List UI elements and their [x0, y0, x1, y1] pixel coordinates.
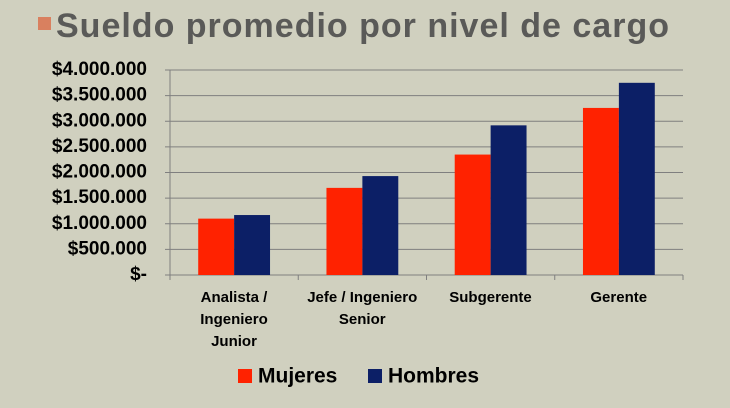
y-tick-label: $500.000 — [68, 238, 147, 259]
legend-swatch — [238, 369, 252, 383]
x-tick-label: Subgerente — [449, 289, 532, 306]
y-tick-label: $4.000.000 — [52, 59, 147, 80]
bar — [362, 176, 399, 275]
title-bullet — [38, 17, 51, 30]
bar — [490, 125, 527, 275]
bar — [326, 187, 363, 275]
y-tick-label: $1.500.000 — [52, 187, 147, 208]
y-tick-label: $1.000.000 — [52, 213, 147, 234]
y-tick-label: $2.000.000 — [52, 162, 147, 183]
x-tick-label: Jefe / Ingeniero Senior — [307, 289, 418, 328]
y-tick-label: $2.500.000 — [52, 136, 147, 157]
y-tick-label: $3.500.000 — [52, 85, 147, 106]
y-tick-label: $3.000.000 — [52, 110, 147, 131]
bar — [454, 154, 491, 275]
y-tick-label: $- — [130, 264, 147, 285]
legend-label: Hombres — [388, 365, 479, 388]
bar — [618, 82, 655, 275]
legend-label: Mujeres — [258, 365, 337, 388]
legend-swatch — [368, 369, 382, 383]
bar — [234, 215, 271, 275]
bar — [198, 218, 235, 275]
x-tick-label: Analista / Ingeniero Junior — [200, 289, 268, 350]
x-tick-label: Gerente — [590, 289, 648, 306]
chart-title: Sueldo promedio por nivel de cargo — [56, 7, 670, 45]
bar — [582, 107, 619, 275]
